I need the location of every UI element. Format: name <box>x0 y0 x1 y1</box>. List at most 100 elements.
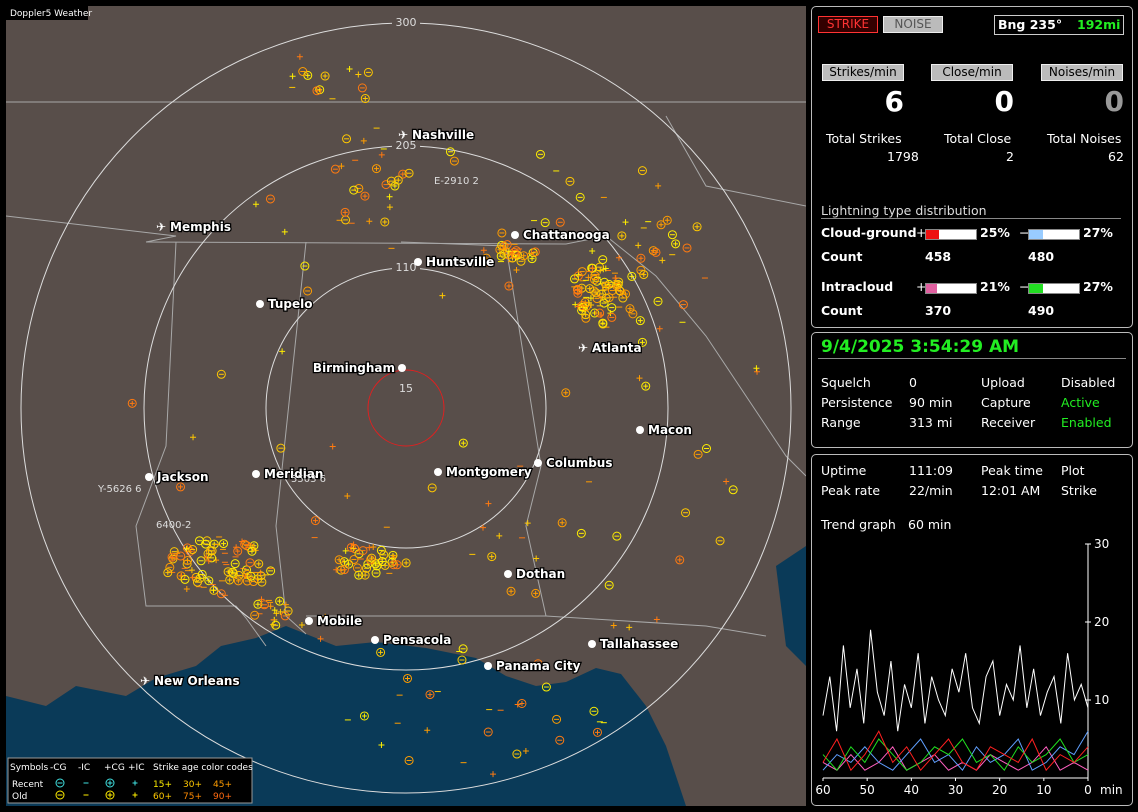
strike-symbol <box>168 554 178 564</box>
strike-symbol <box>277 608 284 615</box>
strike-symbol <box>183 555 193 565</box>
strike-circle <box>425 690 435 700</box>
legend-age: 30+ <box>183 780 202 790</box>
strike-symbol <box>635 242 642 249</box>
strike-circle <box>197 569 207 579</box>
strike-circle <box>637 337 647 347</box>
strike-symbol <box>360 191 370 201</box>
strike-circle <box>303 286 313 296</box>
count-value: 480 <box>1028 249 1055 264</box>
strike-circle <box>233 576 243 586</box>
ring-label-bg <box>392 15 420 28</box>
strike-sign <box>221 541 227 547</box>
percent-label: 25% <box>980 225 1010 240</box>
strike-symbol <box>599 287 606 294</box>
strike-sign <box>673 241 679 247</box>
strike-circle <box>283 606 293 616</box>
strike-sign <box>508 588 514 594</box>
strike-circle <box>569 274 579 284</box>
strike-symbol <box>265 194 275 204</box>
strike-circle <box>403 673 413 683</box>
strike-symbol <box>496 251 506 261</box>
count-value: 458 <box>925 249 952 264</box>
percent-bar <box>1028 283 1080 294</box>
strike-symbol <box>599 298 609 308</box>
strike-symbol <box>271 620 281 630</box>
trend-span: 60 min <box>908 517 952 532</box>
percent-fill <box>1029 230 1043 239</box>
strike-sign <box>610 622 617 629</box>
strike-circle <box>519 251 529 261</box>
strike-circle <box>598 255 608 265</box>
strike-sign <box>188 567 195 574</box>
strike-circle <box>371 568 381 578</box>
strike-symbol <box>479 524 486 531</box>
strike-symbol <box>349 554 359 564</box>
strike-symbol <box>636 265 646 275</box>
strike-circle <box>259 600 269 610</box>
strike-circle <box>230 559 240 569</box>
strike-sign <box>506 283 512 289</box>
legend-header: Symbols <box>10 763 49 773</box>
strike-circle <box>604 580 614 590</box>
city-dot <box>534 459 542 467</box>
status-text: 313 mi <box>909 415 953 430</box>
strike-circle <box>386 176 396 186</box>
strike-circle <box>648 246 658 256</box>
strike-symbol <box>662 215 672 225</box>
legend-symbol <box>55 790 65 800</box>
strike-circle <box>393 175 403 185</box>
strike-symbol <box>487 552 497 562</box>
legend-age: 90+ <box>213 792 232 802</box>
strike-symbol <box>359 711 369 721</box>
strike-circle <box>445 147 455 157</box>
strike-symbol <box>628 309 638 319</box>
strike-sign <box>273 610 280 617</box>
strike-circle <box>250 610 260 620</box>
distribution-title: Lightning type distribution <box>821 203 1121 219</box>
strike-symbol <box>510 249 520 259</box>
strike-symbol <box>303 286 313 296</box>
strike-symbol <box>386 204 393 211</box>
strike-symbol <box>530 247 540 257</box>
strike-circle <box>256 571 266 581</box>
trend-graph: 10 20 30 60 50 40 30 20 10 0 min <box>815 537 1122 797</box>
strike-circle <box>504 281 514 291</box>
strike-sign <box>636 375 643 382</box>
strike-symbol <box>496 532 503 539</box>
datetime: 9/4/2025 3:54:29 AM <box>821 337 1020 357</box>
strike-symbol <box>349 185 359 195</box>
strike-symbol <box>233 546 243 556</box>
strike-symbol <box>312 86 322 96</box>
strike-circle <box>204 576 214 586</box>
strike-circle <box>176 482 186 492</box>
strike-symbol <box>165 562 175 572</box>
strike-symbol <box>317 635 324 642</box>
strike-sign <box>185 557 191 563</box>
mode-button[interactable]: STRIKE <box>818 16 878 33</box>
strike-symbol <box>296 53 303 60</box>
strike-sign <box>227 577 233 583</box>
strike-circle <box>458 644 468 654</box>
strike-symbol <box>514 701 521 708</box>
strike-symbol <box>588 302 595 309</box>
strike-symbol <box>378 151 385 158</box>
strike-sign <box>626 624 633 631</box>
strike-symbol <box>127 398 137 408</box>
bearing: Bng 235° <box>998 17 1063 32</box>
strike-symbol <box>458 644 468 654</box>
strike-circle <box>636 265 646 275</box>
strike-symbol <box>289 73 296 80</box>
rate-label: Close/min <box>931 64 1013 81</box>
strike-sign <box>656 325 663 332</box>
legend-header: +CG <box>104 763 125 773</box>
strike-symbol <box>320 71 330 81</box>
strike-sign <box>355 71 362 78</box>
city-label: Panama City <box>496 659 581 673</box>
mode-button[interactable]: NOISE <box>883 16 943 33</box>
strike-symbol <box>378 742 385 749</box>
strike-symbol <box>612 275 619 282</box>
strike-symbol <box>372 561 382 571</box>
trend-label: Trend graph <box>821 517 896 532</box>
strike-symbol <box>228 569 238 579</box>
